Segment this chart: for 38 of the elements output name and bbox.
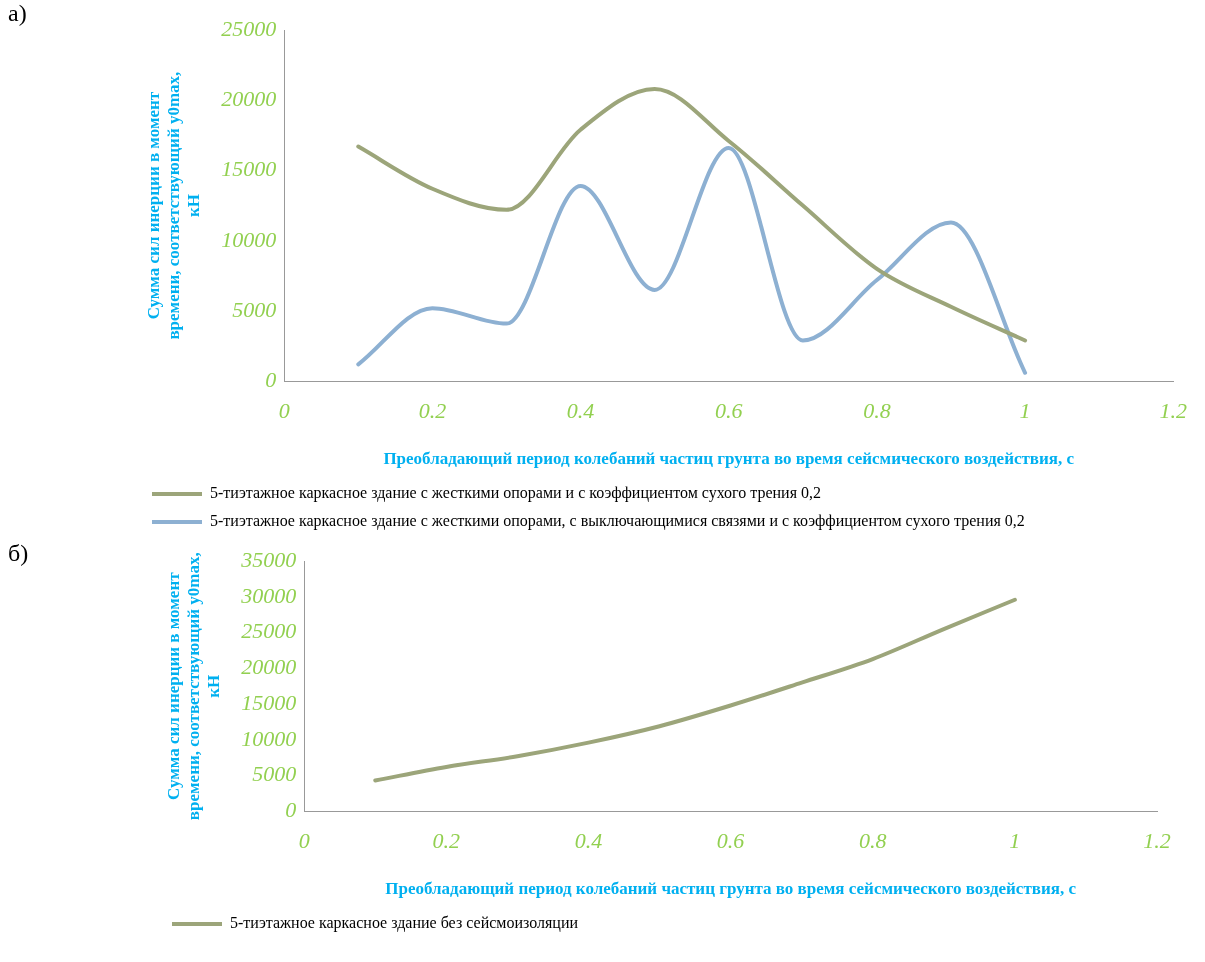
y-tick-label: 25000 [221,15,277,41]
x-tick-label: 0.4 [566,398,595,424]
y-tick-label: 10000 [221,226,277,252]
y-axis-title: Сумма сил инерции в момент времени, соответствующий y0max, кН [163,552,224,821]
legend-label: 5-тиэтажное каркасное здание с жесткими опорами и с коэффициентом сухого трения 0,2 [210,484,821,503]
y-tick-label: 0 [265,366,277,392]
y-tick-label: 35000 [240,546,297,572]
x-tick-label: 0.8 [863,398,891,424]
x-axis-title: Преобладающий период колебаний частиц грунта во время сейсмического воздействия, с [383,449,1075,469]
x-tick-label: 0.6 [716,828,745,854]
y-tick-label: 0 [285,796,297,822]
x-tick-label: 1 [1019,398,1031,424]
x-tick-label: 0.4 [574,828,603,854]
x-tick-label: 0.2 [418,398,447,424]
x-tick-label: 0.6 [714,398,743,424]
y-tick-label: 15000 [241,689,297,715]
y-tick-label: 15000 [221,156,277,182]
y-tick-label: 10000 [241,725,297,751]
legend-label: 5-тиэтажное каркасное здание без сейсмоизоляции [230,914,579,933]
line-series [356,87,1028,343]
text: а) [8,0,27,27]
y-tick-label: 25000 [241,618,297,644]
x-tick-label: 1.2 [1143,828,1171,854]
y-axis-title: Сумма сил инерции в момент времени, соответствующий y0max, кН [143,71,204,340]
x-tick-label: 0.2 [432,828,461,854]
y-tick-label: 30000 [240,582,297,608]
legend-label: 5-тиэтажное каркасное здание с жесткими опорами, с выключающимися связями и с коэффициентом сухого трения 0,2 [210,512,1025,531]
y-tick-label: 5000 [252,761,297,787]
y-tick-label: 20000 [241,654,297,680]
y-tick-label: 5000 [232,296,277,322]
text: б) [8,540,29,567]
x-tick-label: 0.8 [858,828,887,854]
line-series [356,146,1028,375]
x-axis-title: Преобладающий период колебаний частиц грунта во время сейсмического воздействия, с [385,879,1077,899]
y-tick-label: 20000 [221,86,277,112]
line-series [373,597,1017,783]
x-tick-label: 1 [1009,828,1021,854]
x-tick-label: 1.2 [1159,398,1187,424]
